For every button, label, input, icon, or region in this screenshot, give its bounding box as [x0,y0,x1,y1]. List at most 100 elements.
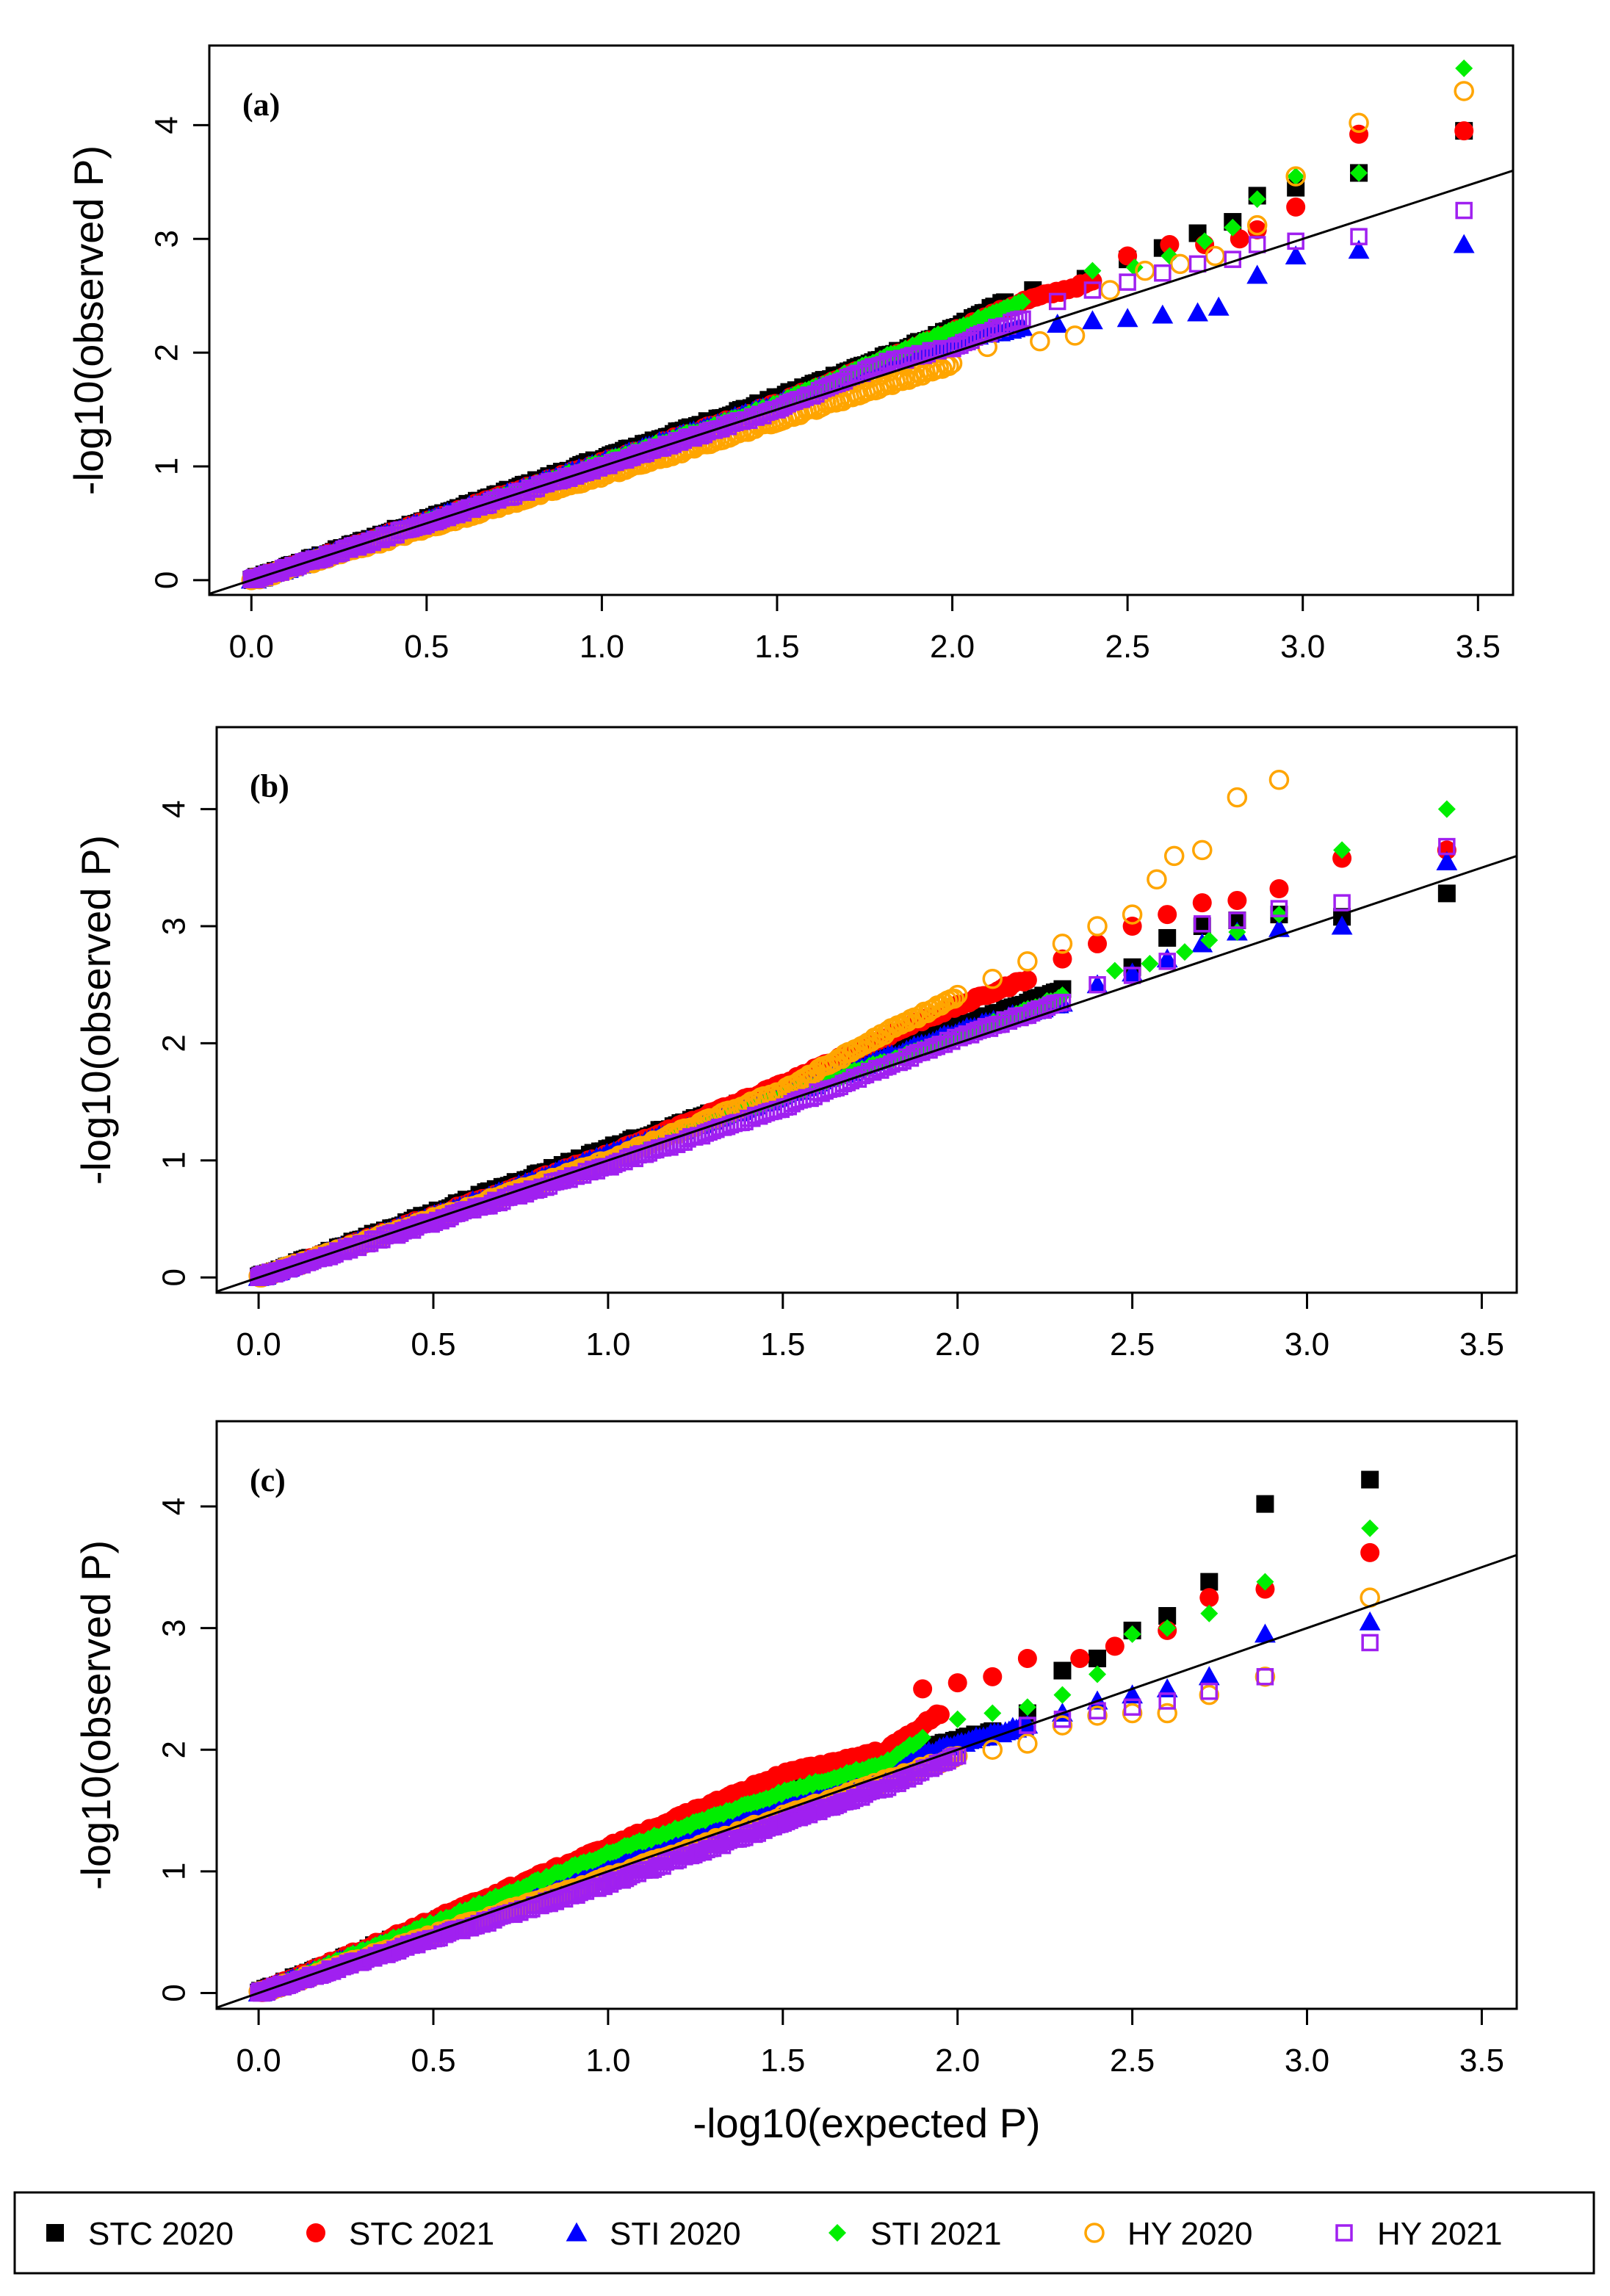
qq-point [1017,1733,1038,1754]
qq-point [1053,1661,1072,1680]
qq-point [1247,220,1267,239]
qq-point [1246,214,1268,236]
qq-point [1194,915,1211,933]
x-tick-label: 3.0 [1285,2043,1329,2079]
qq-point [1256,1668,1274,1686]
qq-point [1105,1636,1125,1656]
qq-point [1188,255,1207,273]
legend: STC 2020 STC 2021 STI 2020 STI 2021 HY 2020 H… [13,2191,1595,2275]
qq-point [1361,1633,1379,1652]
qq-point [1087,916,1108,936]
x-tick-label: 2.0 [935,1326,980,1362]
legend-marker [306,2223,325,2242]
qq-point [1175,943,1194,961]
y-axis-label: -log10(observed P) [65,145,112,495]
qq-point [1123,967,1141,984]
qq-point [1269,879,1289,898]
qq-point [1227,787,1248,808]
qq-point [1018,1698,1036,1716]
legend-label: STC 2020 [88,2216,234,2252]
qq-point [1205,245,1226,267]
qq-point [1208,296,1230,316]
y-tick-label: 2 [156,1034,192,1052]
qq-point [1268,769,1290,790]
qq-point [1017,1648,1037,1668]
qq-point [1455,59,1473,77]
qq-point [1453,234,1475,253]
x-tick-label: 2.0 [930,629,975,665]
y-tick-label: 4 [156,1498,192,1515]
x-tick-label: 3.5 [1456,629,1501,665]
x-tick-label: 3.5 [1459,2043,1504,2079]
qq-point [1437,884,1456,903]
qq-point [948,1747,967,1765]
qq-point [1158,905,1177,925]
qq-point [1350,228,1368,245]
data-area [248,769,1458,1288]
y-axis-label: -log10(observed P) [73,1540,119,1890]
qq-point [1083,281,1102,299]
qq-point [1048,292,1066,311]
qq-point [1230,229,1249,249]
qq-point [1198,1666,1220,1686]
qq-point [912,365,933,386]
qq-point [1286,197,1306,217]
qq-point [930,1705,950,1725]
qq-point [1070,1648,1090,1668]
x-axis-label: -log10(expected P) [693,2100,1040,2146]
qq-point [983,1704,1002,1722]
x-tick-label: 1.0 [585,2043,630,2079]
qq-point [983,1667,1003,1686]
qq-point [1118,246,1138,266]
x-tick-label: 2.5 [1110,2043,1155,2079]
y-tick-label: 2 [156,1741,192,1758]
legend-label: HY 2020 [1127,2216,1252,2252]
qq-point [1169,253,1191,275]
qq-point [1454,121,1474,141]
qq-point [1196,232,1214,250]
qq-point [1454,81,1474,101]
qq-point [1333,894,1351,911]
qq-point [1285,245,1307,265]
qq-point [944,988,964,1009]
y-tick-label: 1 [149,458,185,475]
y-tick-label: 3 [156,1619,192,1636]
qq-point [982,969,1003,989]
qq-point [1087,1705,1108,1726]
y-tick-label: 1 [156,1152,192,1169]
qq-point [1088,934,1108,953]
panel-c: 0.0 0.5 1.0 1.5 2.0 2.5 3.0 3.501234-log10(obse… [73,1420,1518,2146]
qq-point [1082,310,1103,330]
reference-line [217,1553,1517,2009]
qq-point [1246,264,1268,284]
qq-point [1086,974,1108,994]
qq-point [1052,1715,1073,1736]
legend-marker [1084,2223,1105,2243]
qq-point [1436,851,1458,870]
y-tick-label: 4 [156,800,192,817]
qq-point [1192,840,1213,861]
qq-point [1187,302,1208,322]
qq-point [947,984,968,1006]
legend-label: STI 2021 [870,2216,1002,2252]
legend-marker [829,2224,846,2242]
qq-point [1122,962,1144,982]
x-tick-label: 1.5 [760,1326,805,1362]
qq-point [1199,1588,1219,1608]
qq-point [1154,264,1172,282]
legend-box [13,2191,1595,2275]
qq-point [1158,928,1177,947]
x-tick-label: 0.0 [237,2043,281,2079]
qq-point [1017,1714,1039,1734]
y-tick-label: 0 [156,1984,192,2001]
qq-point [1256,1495,1274,1513]
y-tick-label: 3 [149,230,185,248]
qq-point [1030,331,1050,352]
qq-point [1089,1665,1107,1683]
qq-point [1053,993,1072,1011]
qq-point [1053,949,1072,969]
panel-label: (a) [242,87,280,123]
qq-point [1019,1716,1036,1734]
qq-point [1248,236,1266,253]
